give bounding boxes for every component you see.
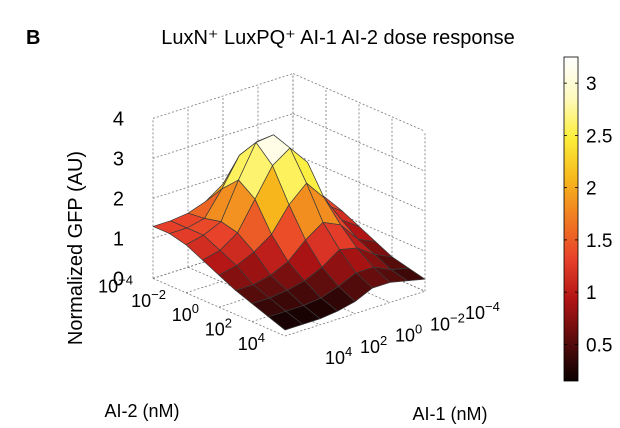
colorbar-tick-label: 0.5 <box>586 335 612 356</box>
x-tick-label: 100 <box>395 322 422 346</box>
x-tick-label: 104 <box>325 344 352 368</box>
y-tick-label: 102 <box>205 316 232 340</box>
colorbar-tick-label: 2.5 <box>586 126 612 147</box>
y-tick-label: 104 <box>238 330 265 354</box>
z-axis-ticks: 0 1 2 3 4 <box>113 108 124 290</box>
z-tick-label: 3 <box>113 148 124 170</box>
chart-title: LuxN⁺ LuxPQ⁺ AI-1 AI-2 dose response <box>161 27 515 49</box>
y-tick-label: 10−2 <box>131 287 166 311</box>
z-tick-label: 2 <box>113 188 124 210</box>
y-tick-label: 100 <box>172 301 199 325</box>
colorbar-tick-label: 1.5 <box>586 231 612 252</box>
y-tick-label: 10−4 <box>98 272 133 296</box>
x-axis-label: AI-1 (nM) <box>412 404 487 424</box>
colorbar-gradient <box>563 56 579 382</box>
grid-line <box>284 290 426 337</box>
x-tick-label: 102 <box>360 333 387 357</box>
surface-patch <box>268 310 303 331</box>
grid-line <box>152 73 294 119</box>
z-tick-label: 0 <box>113 268 124 290</box>
y-axis-label: AI-2 (nM) <box>104 401 179 421</box>
surface-mesh <box>152 134 426 331</box>
x-axis-ticks: 104 102 100 10−2 10−4 <box>325 299 500 368</box>
x-tick-label: 10−4 <box>465 299 500 323</box>
z-tick-label: 1 <box>113 228 124 250</box>
x-tick-label: 10−2 <box>430 310 465 334</box>
z-tick-label: 4 <box>113 108 124 130</box>
colorbar-tick-label: 3 <box>586 74 597 95</box>
colorbar-tick-label: 2 <box>586 179 597 200</box>
grid-line <box>292 73 426 132</box>
panel-letter: B <box>26 27 40 49</box>
z-axis-label: Normalized GFP (AU) <box>65 151 87 345</box>
colorbar: 0.5 1 1.5 2 2.5 3 <box>563 56 612 382</box>
colorbar-tick-label: 1 <box>586 283 597 304</box>
